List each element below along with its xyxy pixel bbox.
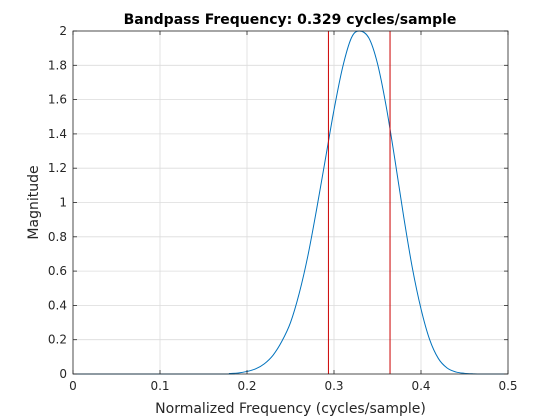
x-axis-label: Normalized Frequency (cycles/sample) bbox=[155, 401, 426, 417]
y-tick-label: 1.4 bbox=[48, 127, 67, 141]
x-tick-label: 0.1 bbox=[150, 379, 169, 393]
y-tick-label: 2 bbox=[59, 24, 67, 38]
x-tick-label: 0.3 bbox=[324, 379, 343, 393]
y-tick-label: 0.4 bbox=[48, 298, 67, 312]
y-tick-label: 1.6 bbox=[48, 93, 67, 107]
y-tick-label: 0 bbox=[59, 367, 67, 381]
y-tick-label: 0.2 bbox=[48, 333, 67, 347]
x-tick-label: 0 bbox=[69, 379, 77, 393]
y-axis-label: Magnitude bbox=[26, 165, 42, 239]
y-tick-label: 0.6 bbox=[48, 264, 67, 278]
ticks: 0 0.1 0.2 0.3 0.4 0.5 0 0.2 0.4 0.6 0.8 1 1.2 1.4 1.6 1… bbox=[48, 24, 518, 393]
y-tick-label: 0.8 bbox=[48, 230, 67, 244]
x-tick-label: 0.4 bbox=[411, 379, 430, 393]
y-tick-label: 1 bbox=[59, 196, 67, 210]
series-layer bbox=[72, 30, 509, 375]
magnitude-line bbox=[72, 30, 509, 375]
chart-title: Bandpass Frequency: 0.329 cycles/sample bbox=[124, 12, 457, 28]
y-tick-label: 1.8 bbox=[48, 58, 67, 72]
x-tick-label: 0.5 bbox=[498, 379, 517, 393]
x-tick-label: 0.2 bbox=[237, 379, 256, 393]
y-tick-label: 1.2 bbox=[48, 161, 67, 175]
marker-lines bbox=[327, 31, 391, 374]
